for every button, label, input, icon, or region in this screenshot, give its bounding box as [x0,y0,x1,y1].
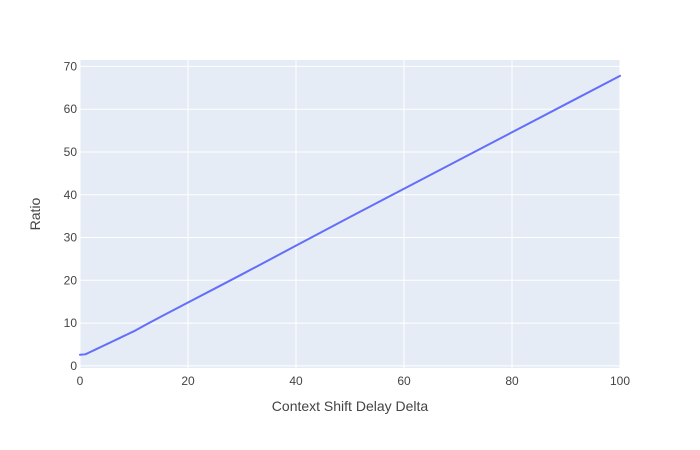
x-tick-label: 20 [181,374,195,388]
y-tick-label: 40 [64,188,78,202]
y-tick-label: 20 [64,273,78,287]
x-tick-label: 80 [505,374,519,388]
y-tick-label: 10 [64,316,78,330]
plot-area [80,60,620,368]
x-tick-label: 60 [397,374,411,388]
series-line [79,74,621,356]
y-tick-label: 60 [64,102,78,116]
series-layer [79,74,621,356]
x-axis-title: Context Shift Delay Delta [272,398,429,414]
y-tick-label: 50 [64,145,78,159]
grid [79,60,621,368]
y-tick-label: 70 [64,59,78,73]
x-tick-label: 100 [610,374,630,388]
y-tick-label: 30 [64,231,78,245]
x-tick-label: 0 [77,374,84,388]
x-axis-ticks: 0 20 40 60 80 100 [77,374,631,388]
y-axis-title: Ratio [27,197,43,230]
x-tick-label: 40 [289,374,303,388]
y-tick-label: 0 [70,359,77,373]
y-axis-ticks: 0 10 20 30 40 50 60 70 [64,59,78,372]
